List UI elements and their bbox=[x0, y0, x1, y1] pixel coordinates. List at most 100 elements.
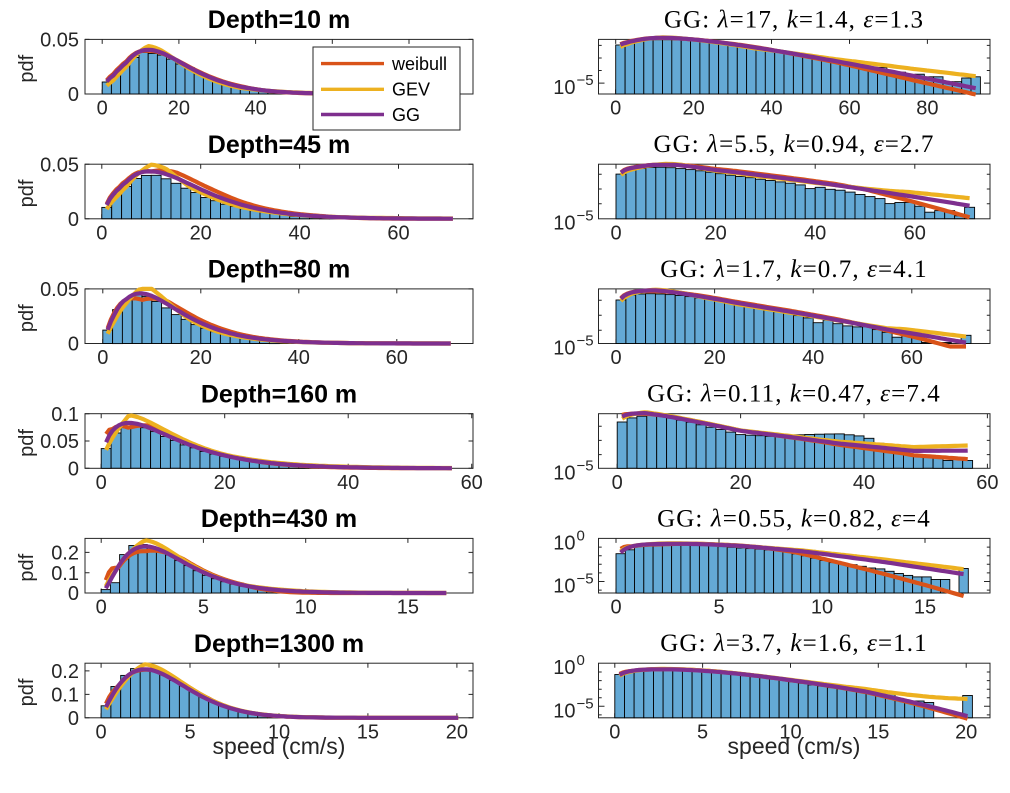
svg-text:0: 0 bbox=[68, 459, 79, 481]
svg-text:0: 0 bbox=[68, 84, 79, 106]
svg-text:0: 0 bbox=[68, 209, 79, 231]
svg-text:weibull: weibull bbox=[391, 54, 447, 74]
svg-text:GG: λ=0.55, k=0.82, ε=4: GG: λ=0.55, k=0.82, ε=4 bbox=[657, 505, 931, 532]
svg-text:20: 20 bbox=[168, 98, 190, 120]
svg-text:Depth=1300 m: Depth=1300 m bbox=[194, 630, 364, 658]
svg-text:10: 10 bbox=[553, 576, 575, 598]
svg-text:0.1: 0.1 bbox=[51, 563, 79, 585]
svg-text:60: 60 bbox=[976, 472, 998, 494]
svg-text:GG: λ=3.7, k=1.6, ε=1.1: GG: λ=3.7, k=1.6, ε=1.1 bbox=[660, 630, 927, 657]
svg-text:5: 5 bbox=[184, 721, 195, 743]
svg-text:10: 10 bbox=[553, 532, 575, 554]
svg-text:0: 0 bbox=[68, 708, 79, 730]
svg-text:0: 0 bbox=[96, 597, 107, 619]
svg-text:−5: −5 bbox=[577, 571, 594, 588]
svg-text:0: 0 bbox=[97, 347, 108, 369]
svg-text:0.2: 0.2 bbox=[51, 543, 79, 565]
svg-text:pdf: pdf bbox=[16, 304, 38, 332]
svg-text:−5: −5 bbox=[577, 695, 594, 712]
svg-text:60: 60 bbox=[838, 98, 860, 120]
svg-text:pdf: pdf bbox=[16, 553, 38, 581]
svg-text:0: 0 bbox=[577, 652, 585, 669]
svg-text:pdf: pdf bbox=[16, 429, 38, 457]
svg-text:5: 5 bbox=[697, 721, 708, 743]
svg-text:0: 0 bbox=[96, 472, 107, 494]
svg-text:0: 0 bbox=[96, 222, 107, 244]
svg-text:GG: λ=5.5, k=0.94, ε=2.7: GG: λ=5.5, k=0.94, ε=2.7 bbox=[653, 131, 934, 158]
svg-text:10: 10 bbox=[553, 338, 575, 360]
svg-text:20: 20 bbox=[682, 98, 704, 120]
svg-text:GG: λ=0.11, k=0.47, ε=7.4: GG: λ=0.11, k=0.47, ε=7.4 bbox=[647, 381, 941, 408]
svg-text:10: 10 bbox=[811, 597, 833, 619]
svg-text:pdf: pdf bbox=[16, 54, 38, 82]
svg-text:0: 0 bbox=[68, 583, 79, 605]
svg-text:60: 60 bbox=[461, 472, 483, 494]
svg-text:GG: GG bbox=[392, 105, 420, 125]
svg-text:10: 10 bbox=[553, 462, 575, 484]
svg-text:0.1: 0.1 bbox=[51, 404, 79, 426]
svg-text:15: 15 bbox=[867, 721, 889, 743]
svg-text:10: 10 bbox=[295, 597, 317, 619]
svg-text:0.1: 0.1 bbox=[51, 685, 79, 707]
svg-text:0.05: 0.05 bbox=[40, 154, 79, 176]
svg-text:60: 60 bbox=[901, 347, 923, 369]
svg-text:Depth=10 m: Depth=10 m bbox=[208, 6, 350, 34]
svg-text:40: 40 bbox=[853, 472, 875, 494]
svg-text:−5: −5 bbox=[577, 208, 594, 225]
svg-text:0: 0 bbox=[609, 721, 620, 743]
svg-text:15: 15 bbox=[914, 597, 936, 619]
svg-text:10: 10 bbox=[553, 700, 575, 722]
svg-text:60: 60 bbox=[386, 347, 408, 369]
svg-text:speed (cm/s): speed (cm/s) bbox=[728, 733, 861, 759]
svg-text:0: 0 bbox=[612, 472, 623, 494]
svg-text:pdf: pdf bbox=[16, 678, 38, 706]
svg-text:speed (cm/s): speed (cm/s) bbox=[213, 733, 346, 759]
svg-text:0.05: 0.05 bbox=[40, 431, 79, 453]
svg-text:20: 20 bbox=[729, 472, 751, 494]
svg-text:20: 20 bbox=[703, 347, 725, 369]
svg-text:20: 20 bbox=[190, 347, 212, 369]
svg-text:Depth=80 m: Depth=80 m bbox=[208, 256, 350, 284]
svg-text:60: 60 bbox=[387, 222, 409, 244]
svg-text:Depth=45 m: Depth=45 m bbox=[208, 131, 350, 159]
svg-text:0.2: 0.2 bbox=[51, 661, 79, 683]
svg-text:20: 20 bbox=[214, 472, 236, 494]
svg-text:40: 40 bbox=[337, 472, 359, 494]
svg-text:0.05: 0.05 bbox=[40, 30, 79, 52]
svg-text:Depth=160 m: Depth=160 m bbox=[201, 381, 357, 409]
svg-text:GEV: GEV bbox=[392, 80, 430, 100]
svg-text:60: 60 bbox=[904, 222, 926, 244]
svg-text:−5: −5 bbox=[577, 72, 594, 89]
svg-text:0: 0 bbox=[610, 222, 621, 244]
svg-text:40: 40 bbox=[760, 98, 782, 120]
svg-text:0: 0 bbox=[68, 334, 79, 356]
svg-text:20: 20 bbox=[955, 721, 977, 743]
svg-text:pdf: pdf bbox=[16, 179, 38, 207]
svg-text:40: 40 bbox=[802, 347, 824, 369]
svg-text:−5: −5 bbox=[577, 457, 594, 474]
svg-text:0.05: 0.05 bbox=[40, 279, 79, 301]
svg-text:20: 20 bbox=[704, 222, 726, 244]
svg-text:20: 20 bbox=[446, 721, 468, 743]
svg-text:0: 0 bbox=[610, 347, 621, 369]
svg-text:15: 15 bbox=[397, 597, 419, 619]
svg-text:0: 0 bbox=[610, 98, 621, 120]
svg-text:0: 0 bbox=[97, 98, 108, 120]
svg-text:−5: −5 bbox=[577, 333, 594, 350]
svg-text:10: 10 bbox=[553, 213, 575, 235]
svg-text:40: 40 bbox=[804, 222, 826, 244]
svg-text:80: 80 bbox=[916, 98, 938, 120]
svg-text:0: 0 bbox=[96, 721, 107, 743]
svg-text:0: 0 bbox=[577, 527, 585, 544]
svg-text:GG: λ=1.7, k=0.7, ε=4.1: GG: λ=1.7, k=0.7, ε=4.1 bbox=[660, 256, 927, 283]
svg-text:5: 5 bbox=[198, 597, 209, 619]
svg-text:5: 5 bbox=[713, 597, 724, 619]
svg-text:15: 15 bbox=[357, 721, 379, 743]
svg-text:40: 40 bbox=[288, 347, 310, 369]
svg-text:40: 40 bbox=[244, 98, 266, 120]
svg-text:Depth=430 m: Depth=430 m bbox=[201, 505, 357, 533]
svg-text:10: 10 bbox=[553, 657, 575, 679]
svg-text:40: 40 bbox=[288, 222, 310, 244]
svg-text:0: 0 bbox=[610, 597, 621, 619]
svg-text:GG: λ=17, k=1.4, ε=1.3: GG: λ=17, k=1.4, ε=1.3 bbox=[664, 6, 924, 33]
